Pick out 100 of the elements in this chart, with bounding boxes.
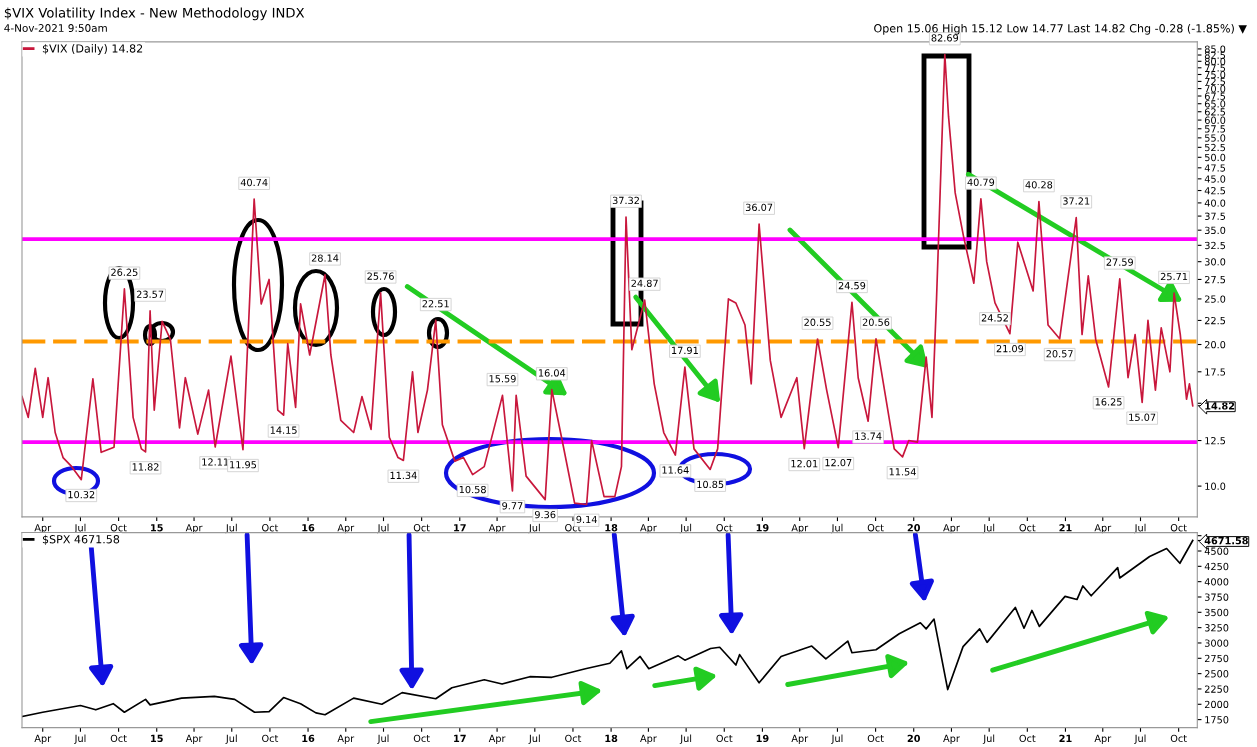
y-tick-label: 57.5 <box>1204 125 1226 133</box>
y-tick-label: 27.5 <box>1204 275 1226 284</box>
text: Open 15.06 High 15.12 Low 14.77 Last 14.82 Chg -0.28 (-1.85%) ▼ <box>874 23 1247 35</box>
x-tick-label: 18 <box>605 734 618 743</box>
y-tick-label: 17.5 <box>1205 368 1226 376</box>
annotation: 9.77 <box>502 502 523 510</box>
y-tick-label: 80.0 <box>1204 57 1226 66</box>
annotation: 24.87 <box>631 279 658 287</box>
chart-title: $VIX Volatility Index - New Methodology INDX <box>4 7 305 21</box>
annotation: 20.57 <box>1046 350 1073 358</box>
x-tick-label: Apr <box>791 734 809 744</box>
annotation: 25.76 <box>367 272 394 280</box>
x-tick-label: 20 <box>907 524 921 532</box>
x-tick-label: Oct <box>262 734 279 743</box>
annotation: 12.11 <box>202 458 229 466</box>
annotation: 40.28 <box>1025 181 1053 189</box>
y-tick-label: 75.0 <box>1205 70 1226 79</box>
y-tick-label: 45.0 <box>1204 175 1226 183</box>
y-tick-label: 30.0 <box>1204 258 1226 266</box>
legend-label: $VIX (Daily) 14.82 <box>42 44 143 55</box>
annotation: 16.25 <box>1095 398 1122 406</box>
x-tick-label: Jul <box>225 523 237 534</box>
y-tick-label: 50.0 <box>1204 153 1226 162</box>
annotation: 25.71 <box>1160 272 1188 281</box>
annotation: 40.79 <box>967 178 995 186</box>
annotation: 11.54 <box>889 468 916 476</box>
x-tick-label: Oct <box>413 524 430 532</box>
annotation: 22.51 <box>422 300 449 308</box>
x-tick-label: Apr <box>943 734 960 744</box>
x-tick-label: Oct <box>565 734 582 743</box>
x-tick-label: Jul <box>225 734 237 744</box>
y-tick-label: 40.0 <box>1204 199 1226 207</box>
x-tick-label: 16 <box>302 734 315 743</box>
y-tick-label: 3250 <box>1204 624 1229 632</box>
y-tick-label: 12.5 <box>1205 437 1226 445</box>
annotation: 9.36 <box>534 510 556 519</box>
chart-subtitle: 4-Nov-2021 9:50am <box>4 24 107 32</box>
annotation: 10.58 <box>459 485 486 494</box>
y-tick-label: 20.0 <box>1204 340 1226 349</box>
x-tick-label: Oct <box>1170 524 1187 532</box>
y-tick-label: 60.0 <box>1204 116 1226 124</box>
annotation: 23.57 <box>136 290 164 298</box>
annotation: 28.14 <box>311 254 339 262</box>
x-tick-label: Apr <box>34 734 52 744</box>
x-tick-label: Oct <box>1019 734 1036 743</box>
annotation: 15.59 <box>489 375 516 383</box>
x-tick-label: Apr <box>337 734 355 744</box>
x-tick-label: Jul <box>377 734 389 744</box>
x-tick-label: Oct <box>1019 524 1036 532</box>
y-tick-label: 47.5 <box>1204 164 1226 172</box>
y-tick-label: 25.0 <box>1204 295 1226 303</box>
x-tick-label: 15 <box>151 734 163 743</box>
y-tick-label: 4671.58 <box>1204 536 1248 545</box>
y-tick-label: 67.5 <box>1204 92 1226 100</box>
y-tick-label: 72.5 <box>1205 77 1226 86</box>
annotation: 11.64 <box>662 466 689 474</box>
y-tick-label: 10.0 <box>1205 482 1226 490</box>
x-tick-label: 15 <box>151 524 163 532</box>
y-tick-label: 14.82 <box>1205 402 1235 410</box>
x-tick-label: Oct <box>110 524 127 532</box>
x-tick-label: Apr <box>488 734 506 744</box>
x-tick-label: Oct <box>110 734 127 743</box>
x-tick-label: Jul <box>74 734 86 744</box>
y-tick-label: 4250 <box>1204 562 1229 571</box>
annotation: 17.91 <box>672 346 698 355</box>
y-tick-label: 37.5 <box>1204 212 1226 220</box>
y-tick-label: 4000 <box>1204 578 1229 586</box>
annotation: 10.85 <box>697 480 724 489</box>
y-tick-label: 62.5 <box>1204 108 1226 116</box>
x-tick-label: Jul <box>831 734 843 744</box>
y-tick-label: 82.5 <box>1204 51 1226 59</box>
y-tick-label: 1750 <box>1205 716 1229 724</box>
x-tick-label: Apr <box>337 524 355 534</box>
annotation: 13.74 <box>855 432 882 440</box>
annotation: 26.25 <box>111 268 138 276</box>
x-tick-label: Jul <box>679 734 692 744</box>
annotation: 9.14 <box>576 515 597 524</box>
y-tick-label: 52.5 <box>1204 143 1226 152</box>
x-tick-label: Oct <box>867 524 884 532</box>
x-tick-label: Apr <box>1094 734 1112 744</box>
x-tick-label: Apr <box>791 524 809 534</box>
annotation: 24.59 <box>838 281 866 290</box>
y-tick-label: 2750 <box>1204 654 1229 663</box>
x-tick-label: Apr <box>34 524 52 534</box>
annotation: 12.01 <box>791 459 818 468</box>
y-tick-label: 4500 <box>1204 547 1229 555</box>
y-tick-label: 85.0 <box>1204 45 1226 53</box>
y-tick-label: 42.5 <box>1204 187 1226 195</box>
annotation: 40.74 <box>240 178 268 187</box>
y-tick-label: 55.0 <box>1204 134 1226 142</box>
x-tick-label: Apr <box>640 734 657 744</box>
x-tick-label: 21 <box>1059 524 1072 532</box>
x-tick-label: Jul <box>1134 734 1146 744</box>
y-tick-label: 3750 <box>1204 593 1229 601</box>
annotation: 14.15 <box>270 426 297 434</box>
x-tick-label: Oct <box>867 734 884 743</box>
y-tick-label: 2000 <box>1204 700 1229 709</box>
y-tick-label: 2500 <box>1204 670 1229 678</box>
annotation: 36.07 <box>745 203 773 212</box>
x-tick-label: Jul <box>528 523 540 534</box>
